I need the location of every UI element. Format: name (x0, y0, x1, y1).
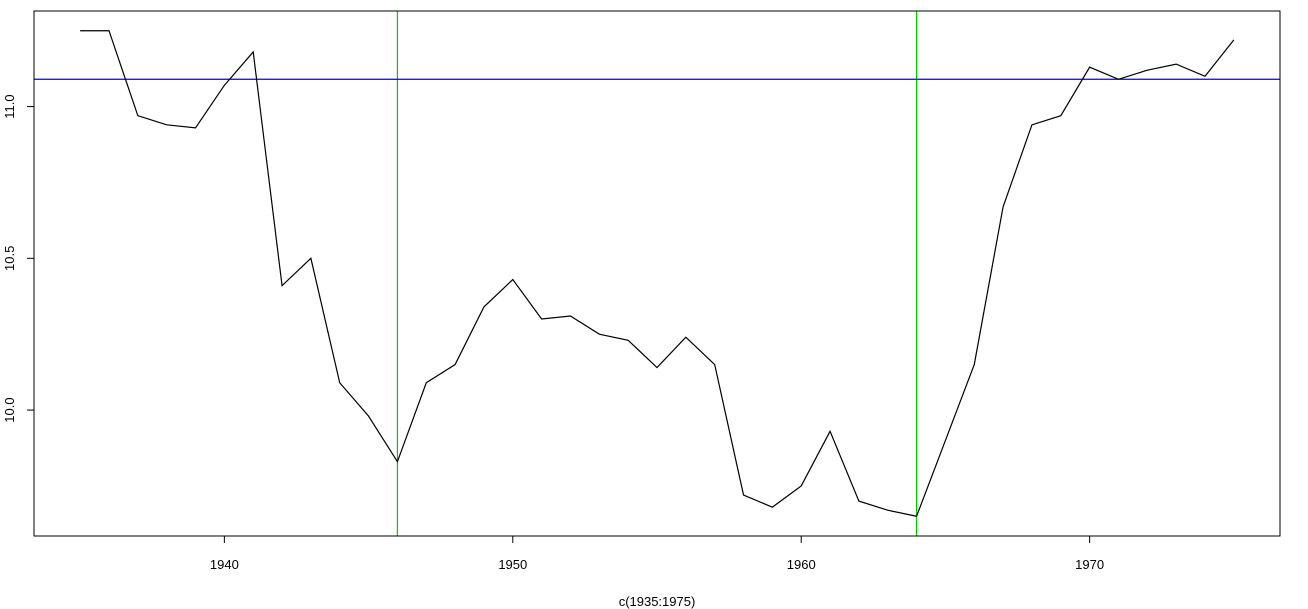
x-tick-label: 1970 (1075, 557, 1104, 572)
data-series (80, 30, 1235, 517)
y-tick-label: 10.0 (2, 397, 17, 422)
x-axis: 1940 1950 1960 1970 (210, 535, 1104, 572)
x-axis-title: c(1935:1975) (619, 594, 696, 609)
y-axis: 10.0 10.5 11.0 (2, 94, 35, 423)
y-tick-label: 11.0 (2, 94, 17, 118)
y-tick-label: 10.5 (2, 246, 17, 271)
reference-lines (34, 11, 1280, 536)
x-tick-label: 1950 (498, 557, 527, 572)
x-tick-label: 1940 (210, 557, 239, 572)
x-tick-label: 1960 (787, 557, 816, 572)
series-line-1 (80, 30, 1235, 517)
